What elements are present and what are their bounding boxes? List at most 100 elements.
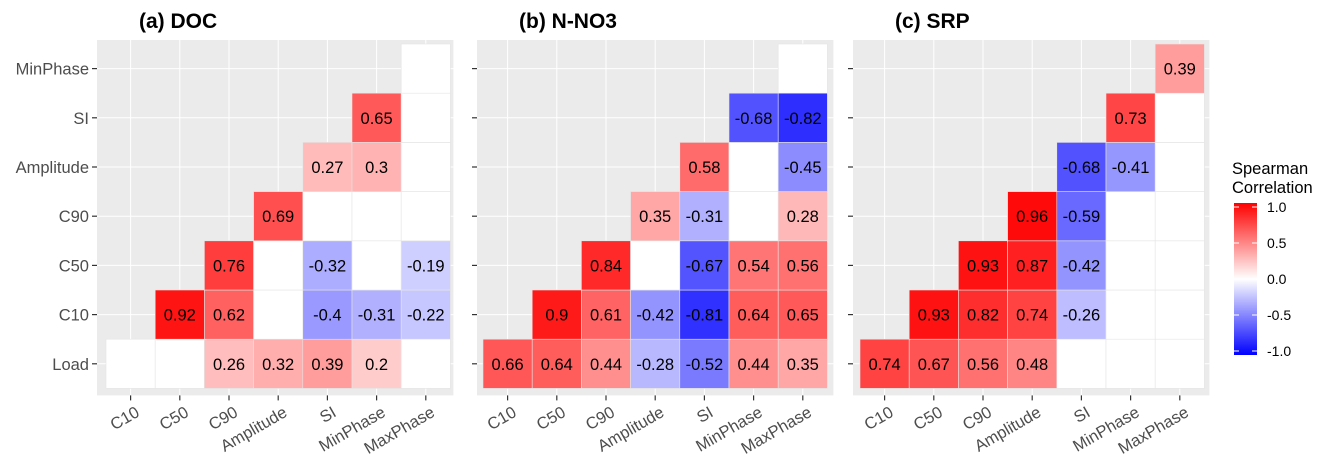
heatmap-cell	[105, 338, 156, 389]
heatmap-cell	[728, 289, 779, 340]
heatmap-cell	[1154, 191, 1205, 242]
heatmap-cell	[1154, 289, 1205, 340]
heatmap-cell	[581, 289, 631, 340]
panel-title: (a) DOC	[139, 10, 217, 33]
y-tick-label: C90	[59, 208, 89, 226]
cell-value-label: 0.48	[1016, 356, 1048, 374]
cell-value-label: 0.73	[1115, 110, 1147, 128]
cell-value-label: 0.76	[213, 257, 245, 275]
cell-value-label: 0.69	[262, 208, 294, 226]
heatmap-cell	[777, 43, 828, 94]
heatmap-cell	[1007, 191, 1058, 242]
heatmap-cell	[351, 191, 402, 242]
cell-value-label: -0.22	[407, 307, 445, 325]
cell-value-label: 0.65	[787, 307, 819, 325]
heatmap-cell	[777, 142, 828, 192]
heatmap-cell	[1154, 338, 1205, 389]
x-tick-label: SI	[694, 403, 717, 426]
cell-value-label: -0.42	[1063, 257, 1101, 275]
cell-value-label: -0.45	[784, 159, 822, 177]
cell-value-label: 0.92	[164, 307, 196, 325]
legend-title: Correlation	[1232, 179, 1313, 197]
cell-value-label: 0.2	[365, 356, 388, 374]
cell-value-label: 0.9	[545, 307, 568, 325]
heatmap-cell	[253, 240, 304, 291]
cell-value-label: 0.44	[738, 356, 770, 374]
heatmap-cell	[482, 338, 533, 389]
heatmap-cell	[728, 338, 779, 389]
heatmap-cell	[253, 289, 304, 340]
heatmap-cell	[908, 289, 959, 340]
legend-colorbar	[1234, 203, 1257, 355]
x-tick-label: C10	[107, 403, 142, 434]
heatmap-cell	[581, 240, 631, 291]
heatmap-cell	[204, 338, 254, 389]
heatmap-cell	[400, 43, 451, 94]
heatmap-cell	[1154, 142, 1205, 192]
heatmap-cell	[302, 191, 353, 242]
cell-value-label: 0.82	[967, 307, 999, 325]
heatmap-cell	[679, 240, 730, 291]
cell-value-label: -0.26	[1063, 307, 1101, 325]
panel-1: 0.26 0.32 0.39 0.2 0.92 0.62 -0.4 -0.31 -0.22 0.7…	[16, 10, 454, 458]
heatmap-cell	[1154, 240, 1205, 291]
heatmap-cell	[351, 92, 402, 143]
heatmap-cell	[302, 338, 353, 389]
heatmap-cell	[679, 289, 730, 340]
cell-value-label: -0.68	[735, 110, 773, 128]
cell-value-label: 0.64	[541, 356, 573, 374]
cell-value-label: 0.44	[590, 356, 622, 374]
cell-value-label: 0.58	[688, 159, 720, 177]
cell-value-label: -0.59	[1063, 208, 1101, 226]
cell-value-label: -0.19	[407, 257, 445, 275]
cell-value-label: -0.81	[686, 307, 724, 325]
y-tick-label: Load	[52, 356, 89, 374]
cell-value-label: 0.3	[365, 159, 388, 177]
heatmap-cell	[204, 240, 254, 291]
heatmap-cell	[400, 338, 451, 389]
heatmap-cell	[253, 338, 304, 389]
heatmap-cell	[400, 240, 451, 291]
heatmap-cell	[1056, 191, 1107, 242]
y-tick-label: Amplitude	[16, 159, 89, 177]
heatmap-cell	[1105, 92, 1156, 143]
cell-value-label: 0.35	[787, 356, 819, 374]
heatmap-cell	[728, 92, 779, 143]
heatmap-cell	[400, 289, 451, 340]
cell-value-label: 0.61	[590, 307, 622, 325]
heatmap-cell	[630, 289, 681, 340]
x-tick-label: C50	[911, 403, 946, 434]
cell-value-label: 0.64	[738, 307, 770, 325]
cell-value-label: 0.27	[311, 159, 343, 177]
cell-value-label: 0.74	[869, 356, 901, 374]
heatmap-cell	[154, 338, 205, 389]
heatmap-cell	[400, 191, 451, 242]
heatmap-cell	[777, 240, 828, 291]
heatmap-cell	[908, 338, 959, 389]
y-tick-label: C50	[59, 257, 89, 275]
legend-tick-label: 0.0	[1267, 271, 1287, 287]
cell-value-label: 0.54	[738, 257, 770, 275]
heatmap-cell	[777, 191, 828, 242]
heatmap-cell	[728, 142, 779, 192]
heatmap-cell	[777, 92, 828, 143]
cell-value-label: 0.26	[213, 356, 245, 374]
x-tick-label: C50	[534, 403, 569, 434]
cell-value-label: 0.56	[967, 356, 999, 374]
heatmap-cell	[728, 240, 779, 291]
cell-value-label: -0.52	[686, 356, 724, 374]
legend-title: Spearman	[1232, 160, 1308, 178]
x-tick-label: SI	[317, 403, 340, 426]
panel-2: 0.66 0.64 0.44 -0.28 -0.52 0.44 0.35 0.9 0.61 -0.…	[472, 10, 834, 458]
heatmap-cell	[630, 240, 681, 291]
cell-value-label: 0.84	[590, 257, 622, 275]
heatmap-cell	[630, 191, 681, 242]
x-tick-label: C50	[157, 403, 192, 434]
cell-value-label: 0.39	[311, 356, 343, 374]
heatmap-cell	[1007, 338, 1058, 389]
x-tick-label: SI	[1071, 403, 1094, 426]
legend-tick-label: -1.0	[1267, 343, 1291, 359]
heatmap-cell	[351, 289, 402, 340]
